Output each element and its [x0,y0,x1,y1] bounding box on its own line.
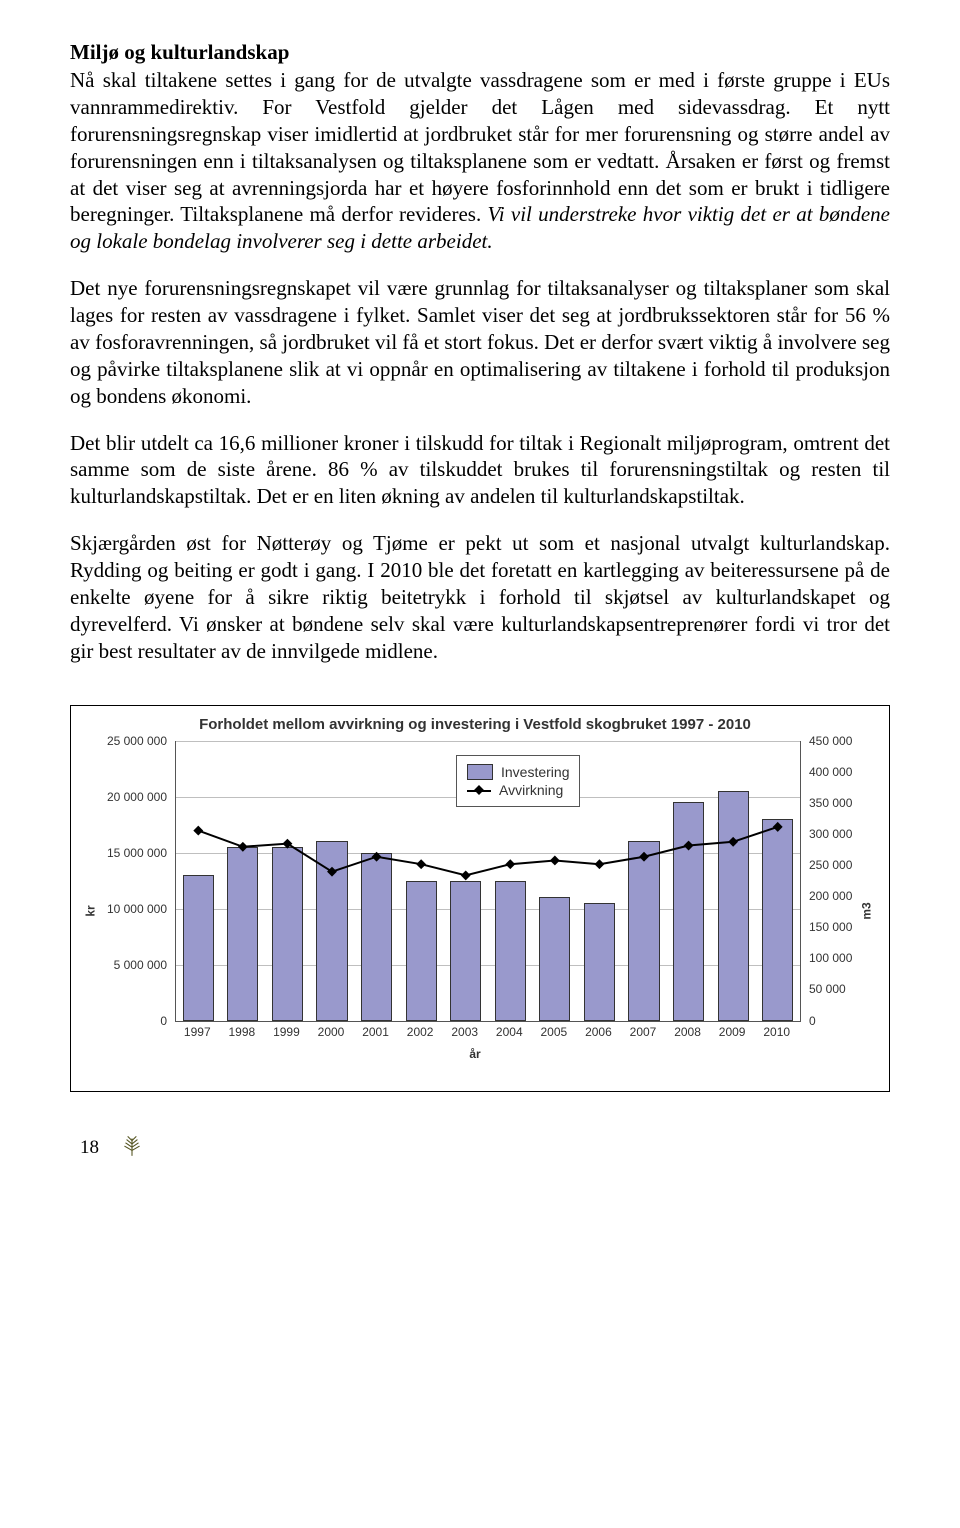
wheat-icon [119,1132,145,1164]
chart-body: kr m3 05 000 00010 000 00015 000 00020 0… [81,741,869,1081]
paragraph-3: Det blir utdelt ca 16,6 millioner kroner… [70,430,890,511]
paragraph-2: Det nye forurensningsregnskapet vil være… [70,275,890,409]
section-heading: Miljø og kulturlandskap [70,40,890,65]
plot-area: Investering Avvirkning [175,741,801,1022]
y-right-ticks: 050 000100 000150 000200 000250 000300 0… [805,741,861,1021]
chart-legend: Investering Avvirkning [456,755,580,807]
legend-label-bar: Investering [501,764,569,780]
y-left-axis-label: kr [84,905,98,916]
y-right-axis-label: m3 [859,902,873,919]
document-page: Miljø og kulturlandskap Nå skal tiltaken… [0,0,960,1194]
y-left-ticks: 05 000 00010 000 00015 000 00020 000 000… [101,741,171,1021]
legend-swatch-bar [467,764,493,780]
legend-label-line: Avvirkning [499,782,563,798]
legend-row-line: Avvirkning [467,782,569,798]
page-number: 18 [80,1137,99,1159]
x-axis-label: år [469,1047,480,1061]
paragraph-4: Skjærgården øst for Nøtterøy og Tjøme er… [70,530,890,664]
page-footer: 18 [70,1132,890,1164]
legend-swatch-line [467,783,491,797]
legend-row-bar: Investering [467,764,569,780]
chart-container: Forholdet mellom avvirkning og investeri… [70,705,890,1092]
x-ticks: 1997199819992000200120022003200420052006… [175,1025,801,1045]
paragraph-1: Nå skal tiltakene settes i gang for de u… [70,67,890,255]
chart-title: Forholdet mellom avvirkning og investeri… [81,716,869,733]
